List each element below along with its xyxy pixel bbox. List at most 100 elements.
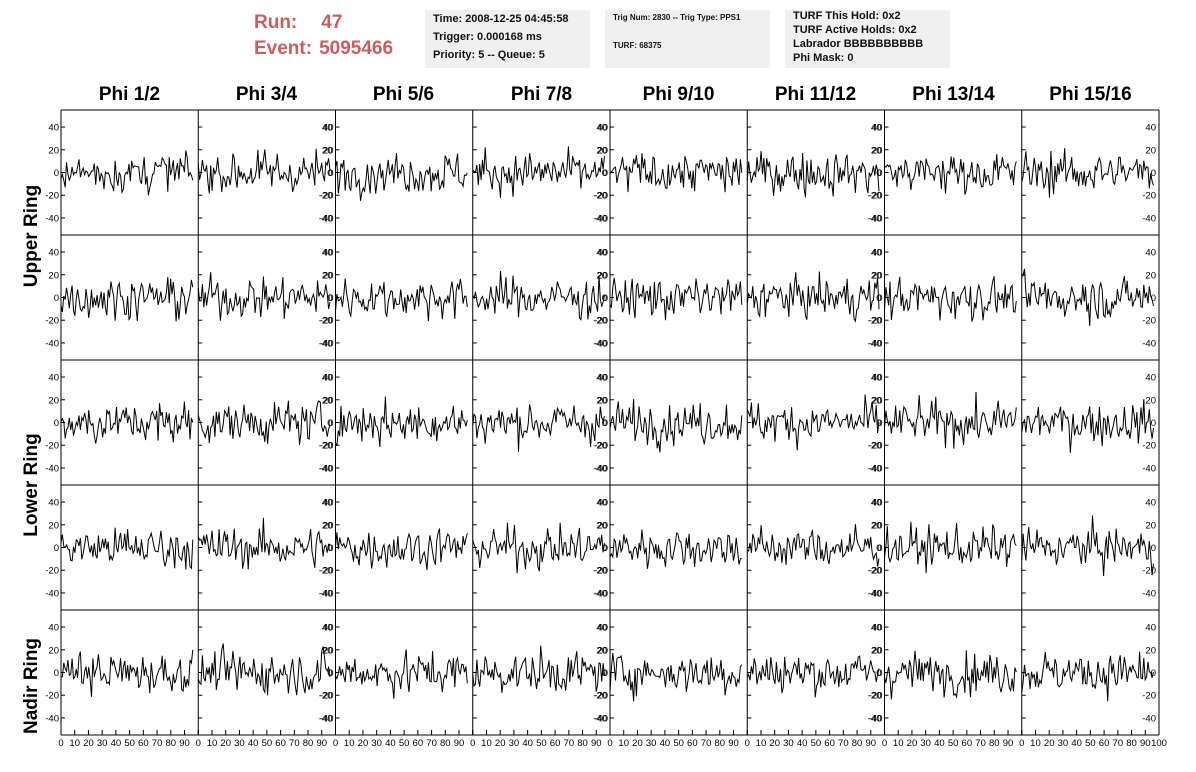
waveform-trace (884, 650, 1017, 700)
x-tick-label: 40 (111, 738, 122, 749)
y-tick-label: 20 (596, 520, 607, 531)
y-tick-label: 20 (323, 520, 334, 531)
y-tick-label: -40 (868, 463, 882, 474)
waveform-trace (884, 521, 1017, 574)
y-tick-label: -20 (1142, 441, 1156, 452)
y-tick-label: 40 (1145, 123, 1156, 134)
phi-label-7-8: Phi 7/8 (510, 84, 573, 105)
y-tick-label: -40 (319, 213, 333, 224)
y-tick-label: -20 (868, 191, 882, 202)
time-info-panel: Time: 2008-12-25 04:45:58 Trigger: 0.000… (425, 10, 590, 68)
y-tick-label: -20 (593, 441, 607, 452)
x-tick-label: 20 (632, 738, 643, 749)
y-tick-label: -40 (45, 463, 59, 474)
x-tick-label: 10 (207, 738, 218, 749)
waveform-trace (746, 271, 880, 323)
y-tick-label: 40 (597, 623, 608, 634)
x-tick-label: 80 (303, 738, 314, 749)
y-tick-label: 20 (1145, 145, 1156, 156)
x-tick-label: 20 (907, 738, 918, 749)
y-tick-label: -20 (869, 441, 883, 452)
y-tick-label: 40 (872, 373, 883, 384)
labrador-text: Labrador BBBBBBBBBB (793, 38, 924, 50)
y-tick-label: -40 (594, 213, 608, 224)
x-tick-label: 90 (316, 738, 327, 749)
y-tick-label: 0 (876, 168, 881, 179)
y-tick-label: -20 (1142, 316, 1156, 327)
x-tick-label: 90 (1003, 738, 1014, 749)
x-tick-label: 30 (783, 738, 794, 749)
waveform-trace (197, 400, 331, 446)
y-tick-label: -20 (45, 191, 59, 202)
y-tick-label: -20 (319, 566, 333, 577)
y-tick-label: 40 (48, 373, 59, 384)
x-tick-label: 60 (550, 738, 561, 749)
phi-mask-text: Phi Mask: 0 (793, 52, 854, 64)
y-tick-label: 40 (872, 623, 883, 634)
waveform-trace (884, 154, 1017, 195)
y-tick-label: -40 (1142, 713, 1156, 724)
waveform-trace (1021, 268, 1154, 326)
x-tick-label: 80 (989, 738, 1000, 749)
y-tick-label: -40 (869, 463, 883, 474)
priority-text: Priority: 5 -- Queue: 5 (433, 49, 545, 61)
y-tick-label: 20 (871, 520, 882, 531)
turf-info-panel: TURF This Hold: 0x2 TURF Active Holds: 0… (785, 10, 950, 68)
x-tick-label: 70 (289, 738, 300, 749)
y-tick-label: 0 (328, 543, 333, 554)
y-tick-label: 0 (876, 543, 881, 554)
waveform-trace (1021, 399, 1154, 454)
y-tick-label: -20 (594, 191, 608, 202)
x-tick-label: 60 (687, 738, 698, 749)
run-label: Run: (254, 12, 298, 33)
waveform-trace (197, 517, 331, 570)
y-tick-label: 40 (597, 123, 608, 134)
x-tick-label: 20 (358, 738, 369, 749)
y-tick-label: -40 (45, 213, 59, 224)
y-tick-label: 0 (877, 293, 882, 304)
y-tick-label: 20 (871, 145, 882, 156)
y-tick-label: 20 (48, 520, 59, 531)
y-tick-label: -20 (319, 191, 333, 202)
y-tick-label: -40 (869, 588, 883, 599)
turf-this-hold-text: TURF This Hold: 0x2 (793, 10, 901, 22)
x-tick-label: 60 (962, 738, 973, 749)
y-tick-label: 40 (323, 248, 334, 259)
x-tick-label: 50 (948, 738, 959, 749)
phi-label-15-16: Phi 15/16 (1049, 84, 1132, 105)
x-tick-label: 60 (413, 738, 424, 749)
y-tick-label: -40 (869, 713, 883, 724)
y-tick-label: -20 (320, 566, 334, 577)
y-tick-label: -20 (593, 191, 607, 202)
waveform-trace (335, 278, 468, 322)
y-tick-label: 20 (872, 520, 883, 531)
x-tick-label: 60 (138, 738, 149, 749)
y-tick-label: -40 (1142, 338, 1156, 349)
y-tick-label: 20 (322, 270, 333, 281)
y-tick-label: 20 (322, 395, 333, 406)
y-tick-label: -20 (594, 691, 608, 702)
x-tick-label: 20 (769, 738, 780, 749)
x-tick-label: 30 (1058, 738, 1069, 749)
waveform-trace (60, 150, 194, 196)
y-tick-label: 0 (1151, 418, 1156, 429)
y-tick-label: 0 (603, 668, 608, 679)
waveform-trace (609, 529, 742, 569)
waveform-trace (884, 391, 1017, 449)
x-tick-label: 50 (124, 738, 135, 749)
y-tick-label: 40 (872, 248, 883, 259)
waveform-trace (335, 396, 468, 447)
y-tick-label: -20 (45, 691, 59, 702)
y-tick-label: 20 (1145, 270, 1156, 281)
y-tick-label: 20 (596, 145, 607, 156)
x-tick-label: 0 (882, 738, 887, 749)
phi-label-1-2: Phi 1/2 (98, 84, 161, 105)
x-tick-label: 50 (262, 738, 273, 749)
y-tick-label: -40 (319, 713, 333, 724)
y-tick-label: -40 (868, 213, 882, 224)
y-tick-label: 20 (872, 395, 883, 406)
y-tick-label: 20 (871, 645, 882, 656)
y-tick-label: 40 (322, 373, 333, 384)
x-tick-label: 80 (166, 738, 177, 749)
